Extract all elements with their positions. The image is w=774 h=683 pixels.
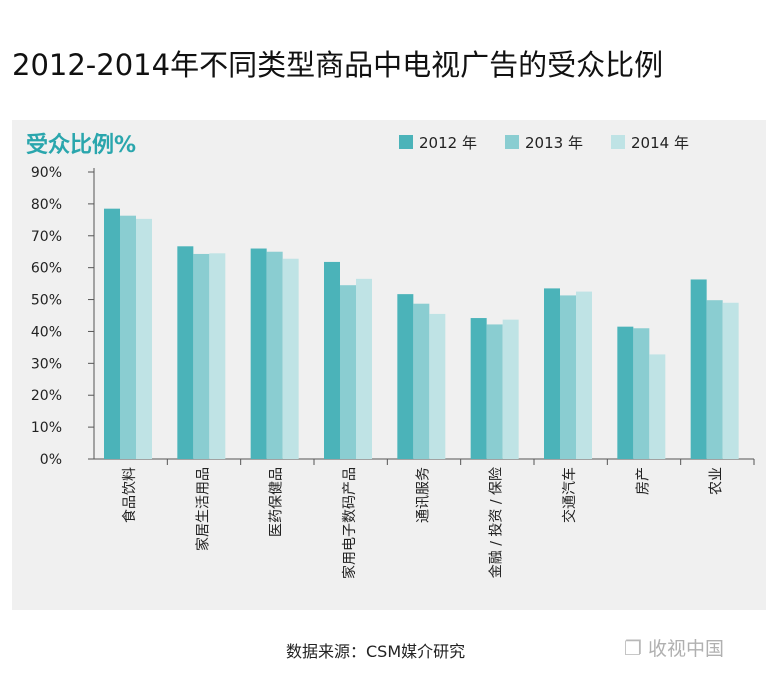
bar-5-2	[502, 319, 519, 459]
bar-3-2	[356, 278, 372, 459]
category-label: 医药保健品	[269, 467, 285, 537]
bar-8-0	[690, 279, 707, 459]
chart-panel: 受众比例% 2012 年 2013 年 2014 年 0% 10% 20% 30% 40% 50%…	[12, 120, 766, 610]
category-label: 食品饮料	[121, 467, 138, 523]
category-label: 农业	[709, 467, 725, 495]
legend-label-0: 2012 年	[419, 134, 477, 152]
bar-3-0	[324, 261, 340, 459]
wechat-icon: ❐	[624, 635, 642, 660]
category-label: 交通汽车	[561, 467, 578, 523]
bar-4-0	[397, 294, 414, 459]
legend-label-1: 2013 年	[525, 134, 583, 152]
y-tick-label: 30%	[31, 356, 62, 372]
bar-1-0	[177, 246, 194, 459]
y-tick-label: 10%	[31, 420, 62, 436]
legend-swatch-2	[611, 135, 625, 149]
bar-6-2	[576, 291, 592, 459]
legend-label-2: 2014 年	[631, 134, 689, 152]
page-title: 2012-2014年不同类型商品中电视广告的受众比例	[12, 48, 664, 82]
bar-2-2	[282, 258, 299, 459]
category-label: 金融 / 投资 / 保险	[489, 467, 505, 578]
watermark-text: 收视中国	[647, 638, 724, 660]
y-tick-label: 70%	[31, 229, 62, 245]
category-label: 通讯服务	[415, 467, 431, 523]
bar-2-0	[250, 248, 267, 459]
bar-7-0	[617, 326, 634, 459]
source-note: 数据来源：CSM媒介研究	[286, 642, 466, 661]
y-tick-label: 20%	[31, 388, 62, 404]
bar-0-2	[136, 218, 152, 459]
y-tick-label: 50%	[31, 293, 62, 309]
bar-5-1	[486, 324, 503, 459]
watermark: ❐ 收视中国	[624, 634, 724, 661]
bar-0-1	[120, 215, 136, 459]
y-tick-label: 90%	[31, 165, 62, 181]
bar-8-2	[722, 302, 739, 459]
bar-6-0	[544, 288, 560, 459]
bar-chart: 受众比例% 2012 年 2013 年 2014 年 0% 10% 20% 30% 40% 50%…	[26, 132, 755, 579]
legend-swatch-0	[399, 135, 413, 149]
bar-8-1	[706, 300, 723, 459]
bar-6-1	[560, 295, 576, 459]
bar-5-0	[470, 318, 487, 459]
legend-swatch-1	[505, 135, 519, 149]
bar-7-2	[649, 354, 666, 459]
y-tick-label: 80%	[31, 197, 62, 213]
bar-4-2	[429, 313, 446, 459]
bar-7-1	[633, 328, 650, 459]
y-tick-label: 60%	[31, 261, 62, 277]
category-label: 房产	[635, 467, 651, 495]
chart-title: 受众比例%	[26, 132, 136, 158]
bar-1-1	[193, 253, 210, 459]
y-tick-label: 40%	[31, 324, 62, 340]
category-label: 家用电子数码产品	[341, 467, 358, 579]
bar-3-1	[340, 285, 356, 459]
bar-0-0	[104, 208, 120, 459]
y-tick-label: 0%	[40, 452, 62, 468]
category-label: 家居生活用品	[194, 467, 211, 551]
bar-2-1	[266, 251, 283, 459]
bar-1-2	[209, 253, 226, 459]
bar-4-1	[413, 303, 430, 459]
